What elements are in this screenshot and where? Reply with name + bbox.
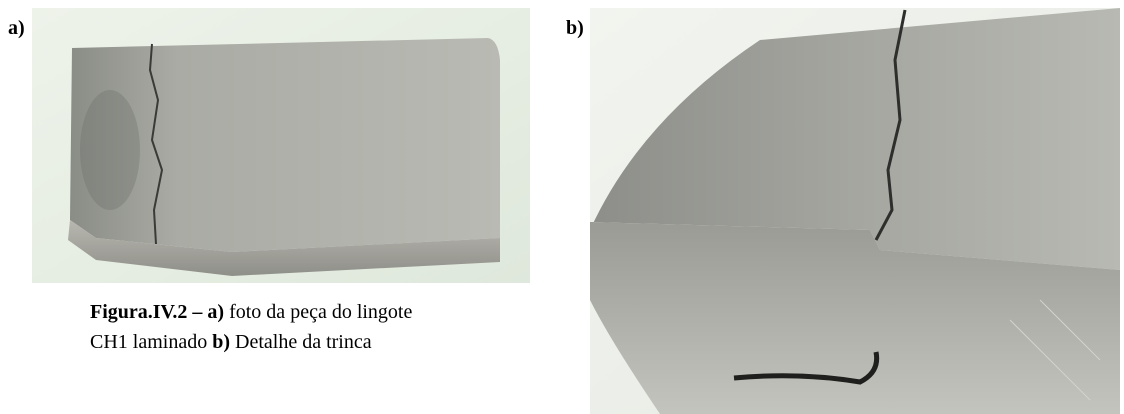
caption-line: CH1 laminado b) Detalhe da trinca: [90, 331, 372, 353]
caption-text: Detalhe da trinca: [230, 331, 372, 353]
caption-text: Figura.IV.2 – a): [90, 301, 224, 323]
panel-label: a): [8, 17, 25, 39]
photo-a: [32, 8, 530, 283]
panel-label: b): [566, 17, 584, 39]
photo-b: [590, 8, 1120, 414]
page: a) b) Figura.IV.2 – a) foto da peça do l…: [0, 0, 1124, 414]
caption-line: Figura.IV.2 – a) foto da peça do lingote: [90, 301, 412, 323]
caption-text: CH1 laminado: [90, 331, 212, 353]
caption-text: b): [212, 331, 230, 353]
caption-text: foto da peça do lingote: [224, 301, 412, 323]
figure: a) b) Figura.IV.2 – a) foto da peça do l…: [0, 0, 1124, 414]
